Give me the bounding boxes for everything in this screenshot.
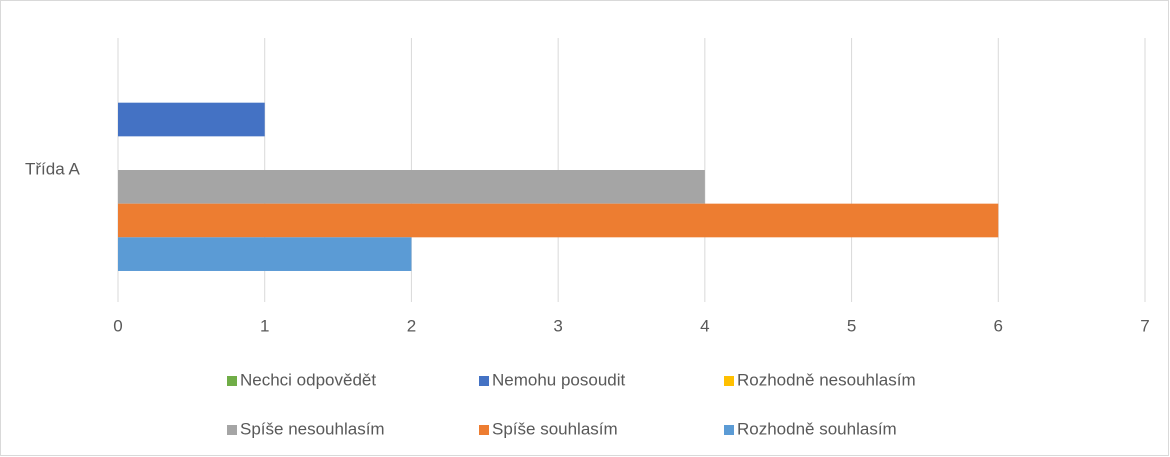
x-tick-label: 0 bbox=[113, 316, 122, 335]
legend-label: Rozhodně souhlasím bbox=[737, 419, 897, 438]
legend-swatch bbox=[479, 425, 489, 435]
bar bbox=[118, 203, 999, 238]
legend-swatch bbox=[479, 376, 489, 386]
legend-label: Nemohu posoudit bbox=[492, 370, 626, 389]
x-tick-label: 2 bbox=[407, 316, 416, 335]
bar bbox=[118, 237, 412, 271]
x-tick-label: 1 bbox=[260, 316, 269, 335]
bar bbox=[118, 170, 705, 204]
bar bbox=[118, 102, 265, 137]
legend-swatch bbox=[227, 376, 237, 386]
legend-label: Nechci odpovědět bbox=[240, 370, 376, 389]
y-tick-label: Třída A bbox=[25, 159, 80, 178]
x-tick-label: 7 bbox=[1140, 316, 1149, 335]
legend-label: Spíše nesouhlasím bbox=[240, 419, 385, 438]
legend-swatch bbox=[724, 425, 734, 435]
legend-swatch bbox=[724, 376, 734, 386]
legend-label: Rozhodně nesouhlasím bbox=[737, 370, 916, 389]
legend-swatch bbox=[227, 425, 237, 435]
x-tick-label: 3 bbox=[553, 316, 562, 335]
x-tick-label: 5 bbox=[847, 316, 856, 335]
x-tick-label: 6 bbox=[994, 316, 1003, 335]
legend-label: Spíše souhlasím bbox=[492, 419, 618, 438]
x-tick-label: 4 bbox=[700, 316, 709, 335]
